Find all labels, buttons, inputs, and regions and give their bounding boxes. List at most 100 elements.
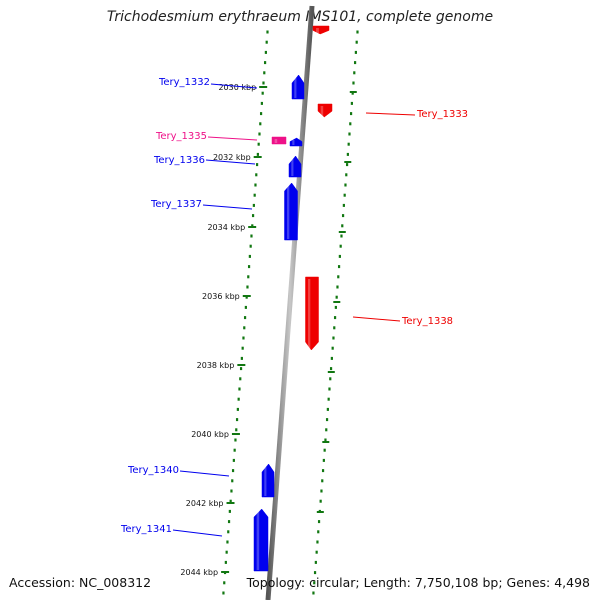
tick-label: 2040 kbp [191, 430, 229, 439]
gene-arrow-tery-1333[interactable] [317, 103, 333, 118]
ruler-dot-left [235, 428, 238, 432]
ruler-dot-right [327, 397, 330, 401]
leader-line [172, 529, 223, 537]
ruler-dot-right [337, 275, 340, 279]
gene-label-tery-1337[interactable]: Tery_1337 [150, 199, 202, 210]
ruler-dot-left [245, 295, 248, 299]
gene-label-tery-1333[interactable]: Tery_1333 [416, 109, 468, 120]
leader-line [365, 112, 416, 116]
ruler-dot-left [248, 254, 251, 258]
ruler-dot-left [264, 50, 267, 54]
ruler-dot-left [263, 61, 267, 65]
ruler-dot-left [266, 30, 269, 34]
gene-arrow[interactable] [289, 137, 303, 147]
ruler-dot-right [336, 285, 339, 289]
ruler-dot-left [254, 183, 257, 187]
genome-backbone [265, 5, 315, 600]
ruler-dot-left [224, 560, 227, 564]
gene-arrow-shine [256, 511, 260, 570]
ruler-dot-right [319, 499, 322, 503]
gene-arrow-tery-1336[interactable] [288, 155, 302, 178]
ruler-dot-left [239, 367, 243, 371]
gene-label-tery-1332[interactable]: Tery_1332 [158, 77, 210, 88]
ruler-dot-left [251, 224, 254, 228]
ruler-dot-left [253, 193, 256, 197]
ruler-dot-left [265, 40, 268, 44]
leader-line [207, 136, 258, 141]
ruler-dot-right [329, 377, 332, 381]
ruler-dot-right [348, 132, 351, 136]
leader-line [210, 83, 258, 89]
gene-label-tery-1341[interactable]: Tery_1341 [120, 524, 172, 535]
tick-marks: 2030 kbp 2032 kbp 2034 kbp 2036 kbp 2038 kbp… [180, 30, 359, 595]
ruler-dot-left [261, 91, 264, 95]
ruler-dot-left [247, 265, 251, 269]
gene-label-tery-1336[interactable]: Tery_1336 [153, 155, 205, 166]
ruler-dot-right [317, 530, 320, 534]
ruler-dot-left [244, 305, 247, 309]
gene-arrow-shine [307, 279, 311, 349]
ruler-dot-right [316, 540, 319, 544]
ruler-dot-right [313, 571, 317, 575]
ruler-dot-right [326, 407, 329, 411]
ruler-dot-left [236, 407, 239, 411]
genome-summary-text: Topology: circular; Length: 7,750,108 bp… [246, 575, 590, 590]
gene-arrow-tery-1335[interactable] [271, 136, 287, 145]
gene-features [253, 25, 333, 572]
ruler-dot-left [234, 438, 237, 442]
ruler-dot-right [345, 173, 348, 177]
ruler-dot-right [341, 224, 344, 228]
ruler-dot-left [263, 71, 266, 75]
tick-label: 2032 kbp [213, 153, 251, 162]
ruler-dot-left [262, 81, 265, 85]
gene-arrow-shine [291, 158, 294, 176]
ruler-dot-left [237, 397, 240, 401]
ruler-dot-right [338, 254, 341, 258]
ruler-dot-left [258, 132, 261, 136]
gene-arrow[interactable] [312, 25, 330, 35]
ruler-dot-right [317, 520, 321, 524]
gene-arrow-shine [294, 77, 297, 98]
ruler-dot-left [226, 540, 229, 544]
ruler-dot-right [331, 346, 334, 350]
gene-arrow-tery-1338[interactable] [305, 276, 319, 351]
ruler-dot-left [235, 418, 239, 422]
ruler-dot-right [343, 193, 346, 197]
ruler-dot-left [225, 550, 228, 554]
gene-arrow-tery-1340[interactable] [261, 463, 275, 498]
ruler-dot-right [344, 183, 347, 187]
gene-arrow-tery-1332[interactable] [291, 74, 305, 100]
gene-arrow-tery-1341[interactable] [253, 508, 269, 572]
gene-label-tery-1338[interactable]: Tery_1338 [401, 316, 453, 327]
ruler-dot-right [356, 30, 359, 34]
ruler-dot-left [229, 499, 232, 503]
ruler-dot-left [239, 377, 242, 381]
ruler-dot-right [333, 326, 336, 330]
gene-arrow-shine [264, 466, 267, 496]
tick-label: 2036 kbp [202, 292, 240, 301]
ruler-dot-right [325, 428, 328, 432]
ruler-dot-right [321, 469, 325, 473]
gene-arrow-shine [274, 139, 278, 143]
ruler-dot-left [257, 142, 260, 146]
ruler-dot-left [240, 356, 243, 360]
ruler-dot-left [241, 346, 244, 350]
ruler-dot-right [345, 163, 349, 167]
ruler-dot-left [250, 234, 253, 238]
ruler-dot-right [332, 336, 335, 340]
ruler-dot-left [231, 479, 234, 483]
ruler-dot-left [256, 152, 259, 156]
ruler-dot-left [227, 520, 231, 524]
ruler-dot-left [247, 275, 250, 279]
ruler-dot-right [354, 50, 357, 54]
accession-text: Accession: NC_008312 [9, 575, 152, 590]
ruler-dot-right [322, 458, 325, 462]
ruler-dot-right [353, 61, 357, 65]
ruler-dot-left [227, 530, 230, 534]
gene-label-tery-1340[interactable]: Tery_1340 [127, 465, 179, 476]
gene-label-tery-1335[interactable]: Tery_1335 [155, 131, 207, 142]
ruler-dot-left [252, 203, 255, 207]
gene-arrow-tery-1337[interactable] [284, 182, 298, 241]
ruler-dot-right [334, 305, 337, 309]
ruler-dot-right [315, 550, 318, 554]
